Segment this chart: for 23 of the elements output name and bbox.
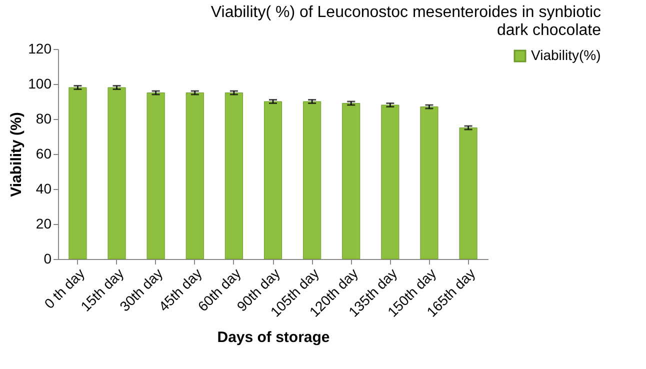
bar — [264, 101, 282, 260]
y-tick-label: 80 — [36, 110, 52, 126]
bar — [303, 101, 322, 260]
bar — [224, 92, 243, 260]
bar — [459, 128, 478, 260]
x-axis-title: Days of storage — [217, 328, 330, 346]
y-tick-label: 20 — [36, 216, 52, 232]
y-tick-label: 100 — [28, 76, 52, 92]
text: dark chocolate — [496, 22, 601, 39]
y-tick-label: 120 — [28, 40, 52, 56]
bar — [68, 87, 87, 260]
y-tick-label: 60 — [36, 146, 52, 162]
legend-label: Viability(%) — [531, 47, 601, 63]
bar — [146, 92, 165, 260]
text: Viability( %) of Leuconostoc mesenteroides in synbiotic — [210, 4, 601, 21]
y-tick-label: 40 — [36, 180, 52, 196]
bar — [420, 106, 438, 260]
bar — [342, 103, 360, 260]
bar — [108, 87, 126, 260]
bar — [186, 92, 204, 260]
bar — [381, 104, 400, 260]
y-axis-title: Viability (%) — [8, 112, 26, 197]
y-tick-label: 0 — [44, 250, 52, 266]
